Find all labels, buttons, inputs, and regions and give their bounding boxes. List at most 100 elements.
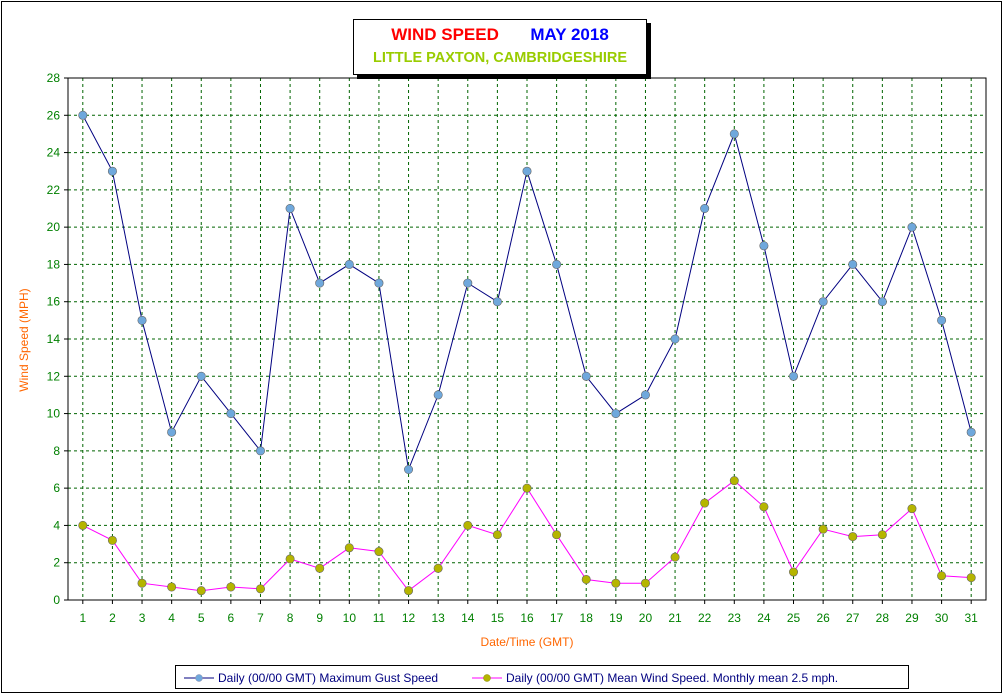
x-tick-label: 24 bbox=[757, 611, 771, 625]
data-point bbox=[107, 535, 117, 545]
x-tick-label: 12 bbox=[402, 611, 416, 625]
data-point bbox=[196, 371, 206, 381]
x-tick-label: 17 bbox=[550, 611, 564, 625]
data-point bbox=[966, 427, 976, 437]
legend-entry-mean: Daily (00/00 GMT) Mean Wind Speed. Month… bbox=[472, 670, 838, 686]
data-point bbox=[759, 241, 769, 251]
data-point bbox=[522, 166, 532, 176]
y-tick-label: 18 bbox=[47, 257, 61, 271]
data-point bbox=[107, 166, 117, 176]
data-point bbox=[137, 578, 147, 588]
data-point bbox=[907, 222, 917, 232]
y-tick-label: 20 bbox=[47, 220, 61, 234]
data-point bbox=[877, 530, 887, 540]
x-tick-label: 18 bbox=[580, 611, 594, 625]
x-tick-label: 28 bbox=[876, 611, 890, 625]
y-tick-label: 26 bbox=[47, 108, 61, 122]
data-point bbox=[877, 297, 887, 307]
data-point bbox=[226, 582, 236, 592]
data-point bbox=[611, 409, 621, 419]
y-tick-label: 24 bbox=[47, 146, 61, 160]
chart-title-box: WIND SPEED MAY 2018 LITTLE PAXTON, CAMBR… bbox=[353, 19, 647, 75]
data-point bbox=[492, 530, 502, 540]
legend-entry-gust: Daily (00/00 GMT) Maximum Gust Speed bbox=[184, 670, 438, 686]
data-point bbox=[700, 498, 710, 508]
data-point bbox=[670, 552, 680, 562]
data-point bbox=[581, 371, 591, 381]
x-tick-label: 11 bbox=[373, 611, 386, 625]
data-point bbox=[255, 584, 265, 594]
legend-label-gust: Daily (00/00 GMT) Maximum Gust Speed bbox=[218, 671, 439, 685]
series-2 bbox=[78, 476, 976, 596]
data-point bbox=[670, 334, 680, 344]
data-point bbox=[759, 502, 769, 512]
data-point bbox=[404, 464, 414, 474]
data-point bbox=[226, 409, 236, 419]
data-point bbox=[729, 476, 739, 486]
legend-marker-mean bbox=[472, 674, 502, 682]
y-tick-label: 14 bbox=[47, 332, 61, 346]
chart-title-month: MAY 2018 bbox=[530, 25, 609, 44]
x-tick-label: 13 bbox=[431, 611, 445, 625]
x-tick-label: 9 bbox=[316, 611, 323, 625]
data-point bbox=[937, 571, 947, 581]
y-tick-label: 6 bbox=[53, 481, 60, 495]
x-tick-label: 19 bbox=[609, 611, 623, 625]
data-point bbox=[196, 586, 206, 596]
x-tick-label: 6 bbox=[228, 611, 235, 625]
y-tick-label: 22 bbox=[47, 183, 61, 197]
y-tick-label: 16 bbox=[47, 295, 61, 309]
data-point bbox=[374, 278, 384, 288]
x-tick-label: 22 bbox=[698, 611, 712, 625]
x-axis-label: Date/Time (GMT) bbox=[481, 635, 574, 649]
x-tick-label: 25 bbox=[787, 611, 801, 625]
y-tick-label: 28 bbox=[47, 71, 61, 85]
data-point bbox=[433, 390, 443, 400]
data-point bbox=[463, 520, 473, 530]
data-point bbox=[848, 532, 858, 542]
x-tick-label: 20 bbox=[639, 611, 653, 625]
data-point bbox=[640, 578, 650, 588]
data-point bbox=[404, 586, 414, 596]
chart-subtitle: LITTLE PAXTON, CAMBRIDGESHIRE bbox=[372, 50, 628, 66]
data-point bbox=[552, 530, 562, 540]
x-axis-ticks: 1 2 3 4 5 6 7 8 9 10 11 12 13 14 15 16 17 18 19 20 21 22 23 24 2… bbox=[79, 600, 978, 625]
x-tick-label: 16 bbox=[520, 611, 534, 625]
data-point bbox=[344, 259, 354, 269]
data-point bbox=[463, 278, 473, 288]
data-point bbox=[344, 543, 354, 553]
data-point bbox=[700, 204, 710, 214]
y-tick-label: 0 bbox=[53, 593, 60, 607]
data-point bbox=[789, 371, 799, 381]
data-point bbox=[818, 297, 828, 307]
series-layer bbox=[78, 110, 976, 596]
x-tick-label: 14 bbox=[461, 611, 475, 625]
data-point bbox=[581, 574, 591, 584]
x-tick-label: 29 bbox=[905, 611, 919, 625]
data-point bbox=[374, 547, 384, 557]
data-point bbox=[907, 504, 917, 514]
x-tick-label: 21 bbox=[668, 611, 682, 625]
series-1 bbox=[78, 110, 976, 474]
chart-title: WIND SPEED bbox=[391, 25, 499, 44]
data-point bbox=[552, 259, 562, 269]
data-point bbox=[285, 204, 295, 214]
x-tick-label: 30 bbox=[935, 611, 949, 625]
y-tick-label: 8 bbox=[53, 444, 60, 458]
data-point bbox=[848, 259, 858, 269]
data-point bbox=[729, 129, 739, 139]
y-tick-label: 4 bbox=[53, 518, 60, 532]
y-tick-label: 2 bbox=[53, 556, 60, 570]
data-point bbox=[492, 297, 502, 307]
x-tick-label: 31 bbox=[965, 611, 979, 625]
data-point bbox=[167, 582, 177, 592]
legend-label-mean: Daily (00/00 GMT) Mean Wind Speed. Month… bbox=[506, 671, 839, 685]
data-point bbox=[167, 427, 177, 437]
data-point bbox=[789, 567, 799, 577]
legend-marker-gust bbox=[184, 674, 214, 682]
x-tick-label: 5 bbox=[198, 611, 205, 625]
data-point bbox=[78, 520, 88, 530]
